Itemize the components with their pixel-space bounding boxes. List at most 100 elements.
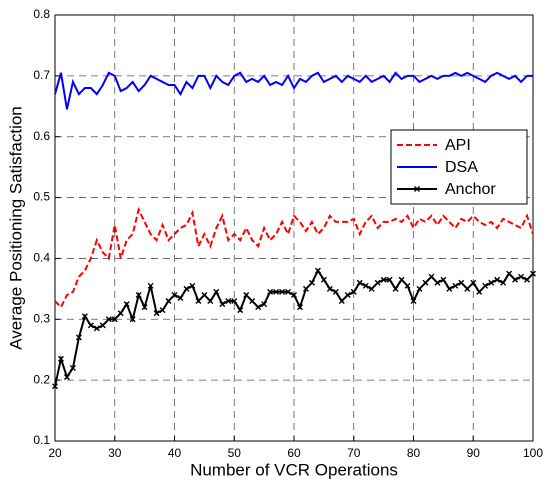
y-tick-label: 0.2 <box>33 372 50 386</box>
point-marker <box>308 279 315 286</box>
point-marker <box>171 291 178 298</box>
x-tick-label: 70 <box>347 446 361 460</box>
point-marker <box>213 288 220 295</box>
point-marker <box>219 301 226 308</box>
legend-label: DSA <box>445 159 478 176</box>
point-marker <box>201 291 208 298</box>
point-marker <box>81 313 88 320</box>
x-tick-label: 60 <box>287 446 301 460</box>
point-marker <box>255 304 262 311</box>
point-marker <box>482 282 489 289</box>
point-marker <box>404 282 411 289</box>
point-marker <box>189 282 196 289</box>
point-marker <box>320 276 327 283</box>
x-tick-label: 50 <box>228 446 242 460</box>
point-marker <box>428 273 435 280</box>
point-marker <box>302 285 309 292</box>
legend-label: API <box>445 137 471 154</box>
point-marker <box>356 279 363 286</box>
point-marker <box>177 294 184 301</box>
point-marker <box>470 279 477 286</box>
point-marker <box>350 288 357 295</box>
point-marker <box>518 273 525 280</box>
point-marker <box>344 291 351 298</box>
point-marker <box>105 316 112 323</box>
x-tick-label: 40 <box>168 446 182 460</box>
point-marker <box>111 316 118 323</box>
y-tick-label: 0.6 <box>33 129 50 143</box>
x-axis-label: Number of VCR Operations <box>190 460 398 479</box>
point-marker <box>446 285 453 292</box>
point-marker <box>410 298 417 305</box>
point-marker <box>52 383 58 390</box>
point-marker <box>261 301 268 308</box>
y-tick-label: 0.1 <box>33 433 50 447</box>
point-marker <box>63 374 70 381</box>
point-marker <box>398 276 405 283</box>
point-marker <box>374 279 381 286</box>
point-marker <box>207 298 214 305</box>
point-marker <box>237 307 244 314</box>
point-marker <box>69 364 76 371</box>
y-axis-label: Average Positioning Satisfaction <box>6 106 25 350</box>
point-marker <box>368 285 375 292</box>
point-marker <box>338 298 345 305</box>
point-marker <box>464 285 471 292</box>
point-marker <box>458 279 465 286</box>
point-marker <box>153 310 160 317</box>
point-marker <box>243 291 250 298</box>
point-marker <box>267 288 274 295</box>
point-marker <box>362 282 369 289</box>
point-marker <box>434 279 441 286</box>
point-marker <box>183 285 190 292</box>
point-marker <box>285 288 292 295</box>
point-marker <box>93 325 100 332</box>
point-marker <box>159 307 166 314</box>
point-marker <box>57 355 64 362</box>
legend-label: Anchor <box>445 181 496 198</box>
point-marker <box>332 288 339 295</box>
point-marker <box>141 304 148 311</box>
y-tick-label: 0.7 <box>33 68 50 82</box>
x-tick-label: 80 <box>407 446 421 460</box>
point-marker <box>380 276 387 283</box>
y-tick-label: 0.3 <box>33 311 50 325</box>
point-marker <box>414 186 420 192</box>
point-marker <box>123 301 130 308</box>
point-marker <box>129 316 136 323</box>
point-marker <box>225 298 232 305</box>
y-tick-label: 0.4 <box>33 251 50 265</box>
point-marker <box>165 298 172 305</box>
series-line <box>54 206 534 309</box>
point-marker <box>386 276 393 283</box>
x-tick-label: 90 <box>467 446 481 460</box>
point-marker <box>488 279 495 286</box>
point-marker <box>314 267 321 274</box>
x-tick-label: 30 <box>108 446 122 460</box>
point-marker <box>524 276 531 283</box>
point-marker <box>500 279 507 286</box>
plot-frame <box>54 14 534 442</box>
point-marker <box>476 288 483 295</box>
point-marker <box>147 282 154 289</box>
point-marker <box>195 298 202 305</box>
point-marker <box>506 270 513 277</box>
point-marker <box>273 288 280 295</box>
point-marker <box>279 288 286 295</box>
point-marker <box>99 322 106 329</box>
point-marker <box>440 276 447 283</box>
point-marker <box>512 276 519 283</box>
point-marker <box>452 282 459 289</box>
point-marker <box>87 322 94 329</box>
point-marker <box>326 285 333 292</box>
point-marker <box>231 298 238 305</box>
point-marker <box>291 291 297 298</box>
x-tick-label: 100 <box>523 446 543 460</box>
point-marker <box>117 310 124 317</box>
point-marker <box>422 279 429 286</box>
point-marker <box>416 285 423 292</box>
point-marker <box>296 304 303 311</box>
point-marker <box>530 270 536 277</box>
y-tick-label: 0.8 <box>33 7 50 21</box>
